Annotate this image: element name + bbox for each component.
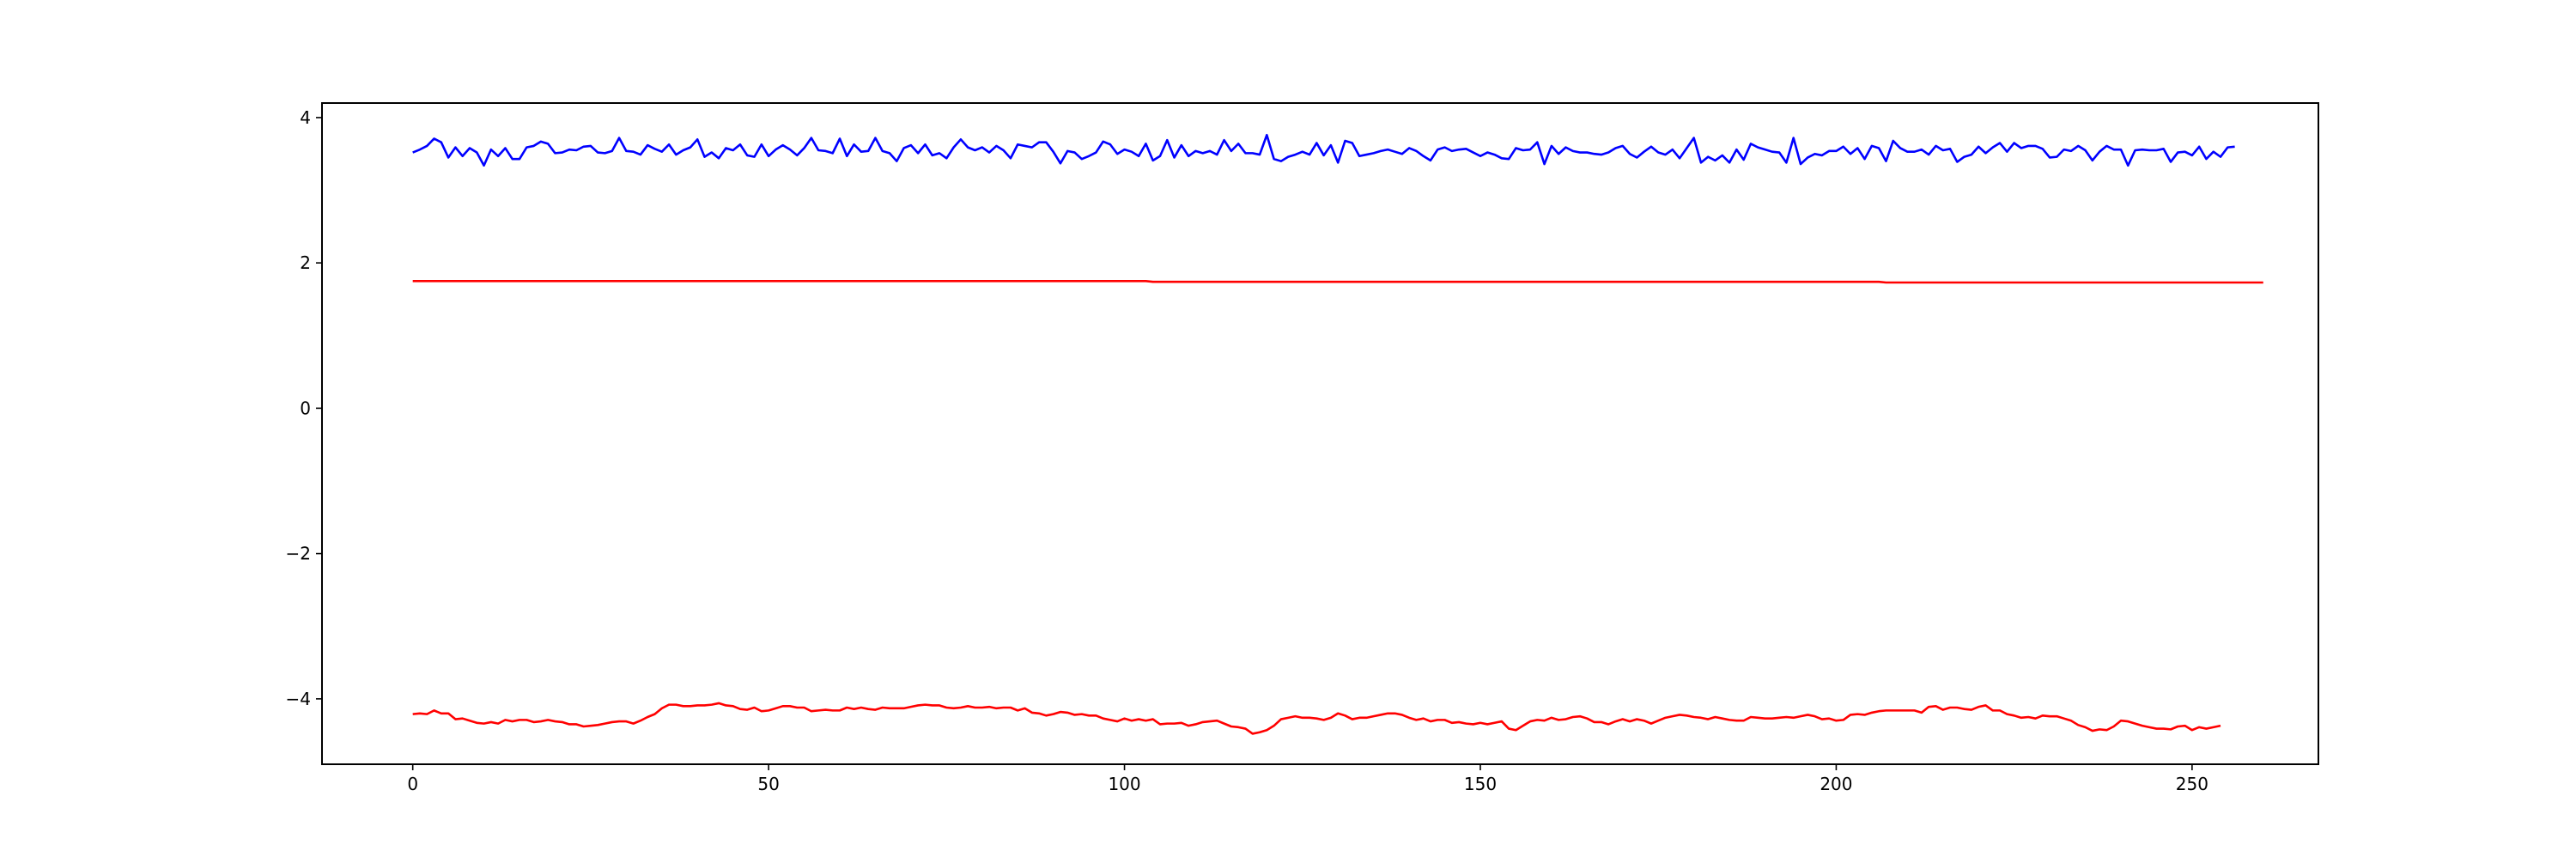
series-line-2-flat [412, 280, 2263, 284]
series-layer [412, 133, 2263, 735]
y-tick-label: 0 [300, 398, 311, 418]
y-tick-label: −4 [286, 689, 311, 709]
plot-frame [321, 102, 2319, 765]
x-tick-label: 0 [407, 774, 418, 794]
series-line-3-smooth [412, 702, 2221, 735]
x-tick-label: 100 [1108, 774, 1140, 794]
y-tick-label: −2 [286, 544, 311, 564]
x-tick-label: 150 [1464, 774, 1497, 794]
x-tick-label: 250 [2176, 774, 2208, 794]
series-line-1-noisy [412, 133, 2235, 167]
y-tick-label: 2 [300, 252, 311, 273]
x-tick-label: 50 [757, 774, 779, 794]
x-tick-label: 200 [1820, 774, 1852, 794]
y-tick-label: 4 [300, 107, 311, 128]
axes-layer: 0 50 100 150 200 250 4 2 0 −2 −4 [286, 107, 2208, 794]
